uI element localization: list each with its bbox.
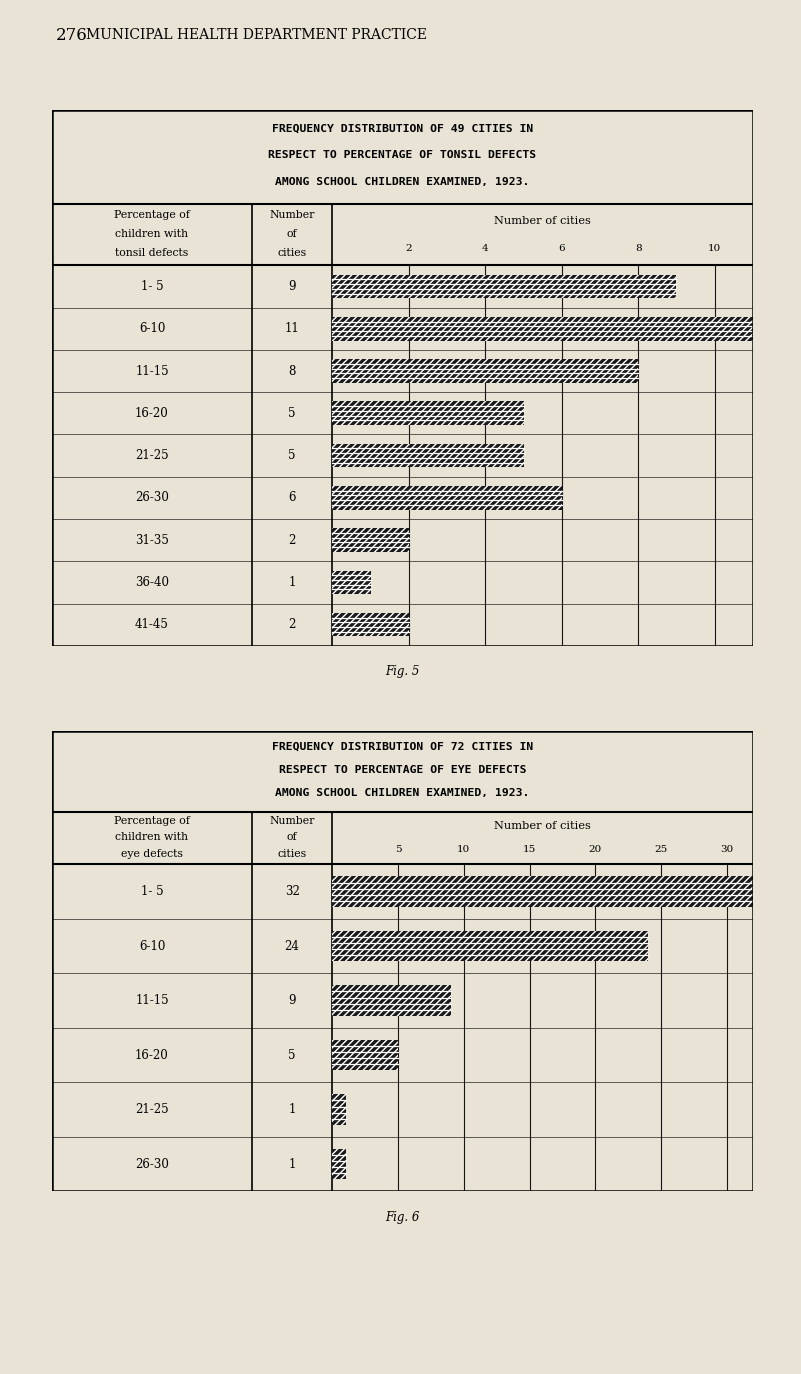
Text: 10: 10: [457, 845, 470, 855]
Text: 6: 6: [558, 243, 565, 253]
Text: 24: 24: [284, 940, 300, 952]
Bar: [332, 486, 562, 510]
Text: 9: 9: [288, 280, 296, 293]
Text: 10: 10: [708, 243, 722, 253]
Text: children with: children with: [115, 833, 188, 842]
Bar: [332, 985, 451, 1015]
Text: Fig. 5: Fig. 5: [385, 665, 420, 679]
Text: 6-10: 6-10: [139, 940, 165, 952]
Text: 1: 1: [288, 576, 296, 589]
Text: 276: 276: [56, 26, 88, 44]
Text: 30: 30: [720, 845, 733, 855]
Text: Number of cities: Number of cities: [494, 216, 591, 225]
Text: Percentage of: Percentage of: [114, 210, 190, 220]
Text: Number of cities: Number of cities: [494, 822, 591, 831]
Text: 25: 25: [654, 845, 667, 855]
Bar: [332, 877, 753, 907]
Text: 41-45: 41-45: [135, 618, 169, 631]
Text: Percentage of: Percentage of: [114, 816, 190, 826]
Bar: [332, 528, 409, 552]
Text: 15: 15: [523, 845, 536, 855]
Text: RESPECT TO PERCENTAGE OF EYE DEFECTS: RESPECT TO PERCENTAGE OF EYE DEFECTS: [279, 765, 526, 775]
Text: children with: children with: [115, 229, 188, 239]
Text: 2: 2: [288, 533, 296, 547]
Text: FREQUENCY DISTRIBUTION OF 72 CITIES IN: FREQUENCY DISTRIBUTION OF 72 CITIES IN: [272, 742, 533, 752]
Text: 6-10: 6-10: [139, 323, 165, 335]
Text: Number: Number: [269, 816, 315, 826]
Bar: [332, 570, 371, 594]
Bar: [332, 275, 677, 298]
Text: cities: cities: [278, 247, 307, 258]
Text: of: of: [287, 833, 297, 842]
Text: 8: 8: [635, 243, 642, 253]
Text: 5: 5: [288, 1048, 296, 1062]
Text: 8: 8: [288, 364, 296, 378]
Text: Fig. 6: Fig. 6: [385, 1210, 420, 1224]
Bar: [332, 1040, 398, 1070]
Text: 5: 5: [288, 449, 296, 462]
Bar: [332, 359, 638, 383]
Text: 11-15: 11-15: [135, 364, 169, 378]
Text: 2: 2: [405, 243, 413, 253]
Text: 4: 4: [482, 243, 489, 253]
Bar: [332, 1094, 345, 1125]
Text: 5: 5: [395, 845, 401, 855]
Text: 1- 5: 1- 5: [141, 885, 163, 899]
Text: 26-30: 26-30: [135, 492, 169, 504]
Text: 1: 1: [288, 1157, 296, 1171]
Text: Number: Number: [269, 210, 315, 220]
Text: 5: 5: [288, 407, 296, 420]
Text: 32: 32: [284, 885, 300, 899]
Text: 21-25: 21-25: [135, 1103, 169, 1116]
Text: tonsil defects: tonsil defects: [115, 247, 188, 258]
Bar: [332, 1149, 345, 1179]
Text: 2: 2: [288, 618, 296, 631]
Bar: [332, 401, 524, 425]
Text: 36-40: 36-40: [135, 576, 169, 589]
Text: MUNICIPAL HEALTH DEPARTMENT PRACTICE: MUNICIPAL HEALTH DEPARTMENT PRACTICE: [86, 27, 427, 43]
Bar: [332, 932, 648, 962]
Bar: [332, 444, 524, 467]
Text: AMONG SCHOOL CHILDREN EXAMINED, 1923.: AMONG SCHOOL CHILDREN EXAMINED, 1923.: [276, 177, 529, 187]
Text: FREQUENCY DISTRIBUTION OF 49 CITIES IN: FREQUENCY DISTRIBUTION OF 49 CITIES IN: [272, 124, 533, 133]
Text: 16-20: 16-20: [135, 1048, 169, 1062]
Text: 20: 20: [589, 845, 602, 855]
Text: 1- 5: 1- 5: [141, 280, 163, 293]
Text: cities: cities: [278, 849, 307, 859]
Text: 9: 9: [288, 995, 296, 1007]
Text: 21-25: 21-25: [135, 449, 169, 462]
Text: eye defects: eye defects: [121, 849, 183, 859]
Text: of: of: [287, 229, 297, 239]
Text: 1: 1: [288, 1103, 296, 1116]
Text: 11: 11: [284, 323, 300, 335]
Text: 11-15: 11-15: [135, 995, 169, 1007]
Text: 26-30: 26-30: [135, 1157, 169, 1171]
Text: 31-35: 31-35: [135, 533, 169, 547]
Text: RESPECT TO PERCENTAGE OF TONSIL DEFECTS: RESPECT TO PERCENTAGE OF TONSIL DEFECTS: [268, 151, 537, 161]
Text: 6: 6: [288, 492, 296, 504]
Text: AMONG SCHOOL CHILDREN EXAMINED, 1923.: AMONG SCHOOL CHILDREN EXAMINED, 1923.: [276, 789, 529, 798]
Bar: [332, 613, 409, 636]
Bar: [332, 317, 753, 341]
Text: 16-20: 16-20: [135, 407, 169, 420]
